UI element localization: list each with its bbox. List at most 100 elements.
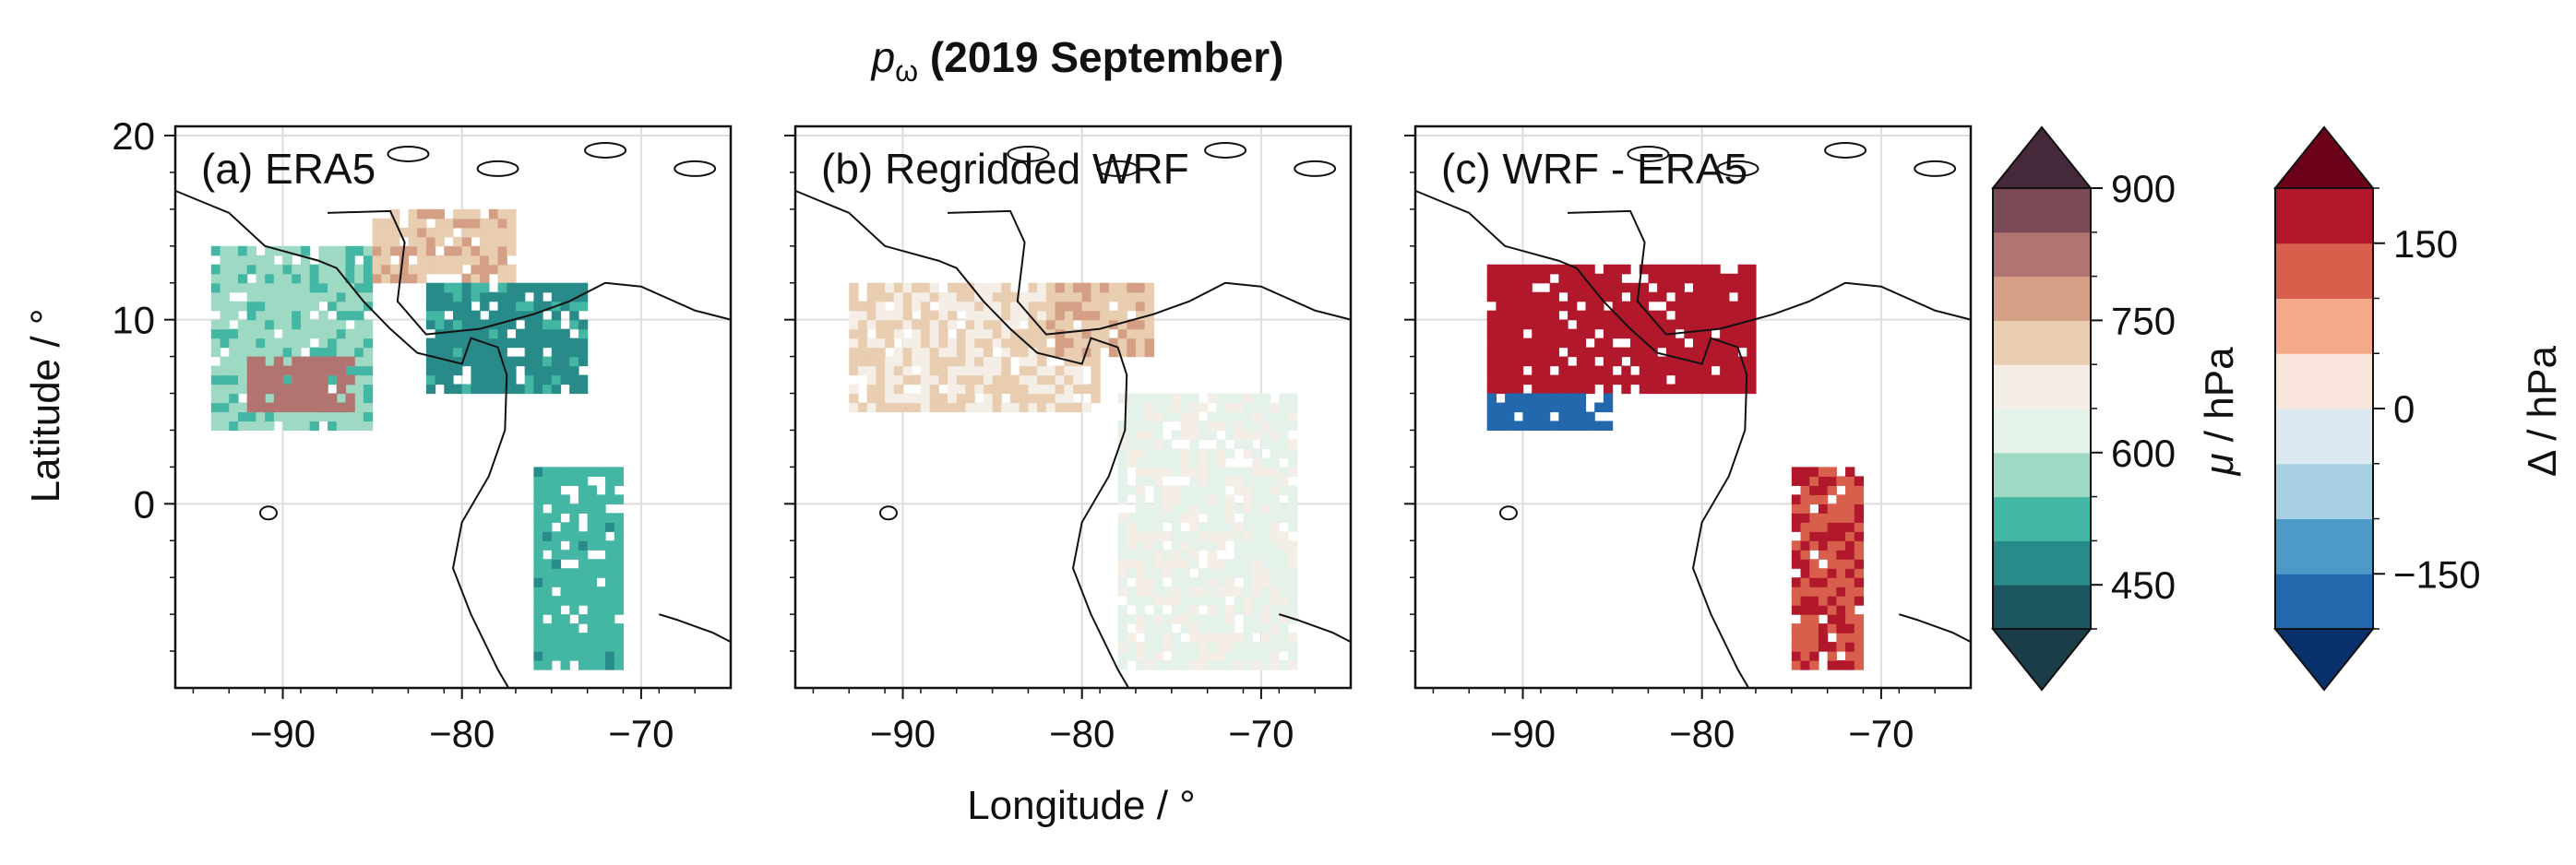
heat-cell bbox=[1505, 374, 1515, 385]
heat-cell bbox=[1693, 319, 1703, 330]
heat-cell bbox=[1055, 347, 1065, 358]
heat-cell bbox=[507, 384, 517, 395]
heat-cell bbox=[1505, 301, 1515, 312]
heat-cell bbox=[1505, 393, 1515, 404]
heat-cell bbox=[1854, 522, 1865, 532]
heat-cell bbox=[578, 504, 589, 514]
heat-cell bbox=[246, 421, 256, 432]
heat-cell bbox=[229, 264, 239, 275]
heat-cell bbox=[1558, 319, 1568, 330]
heat-cell bbox=[1127, 448, 1137, 459]
heat-cell bbox=[282, 245, 292, 256]
heat-cell bbox=[282, 411, 292, 422]
heat-cell bbox=[569, 291, 579, 302]
galapagos-islands bbox=[258, 505, 278, 521]
heat-cell bbox=[1270, 522, 1280, 532]
heat-cell bbox=[885, 310, 895, 321]
heat-cell bbox=[885, 291, 895, 302]
heat-cell bbox=[354, 384, 364, 395]
heat-cell bbox=[300, 393, 311, 404]
heat-cell bbox=[587, 485, 597, 495]
heat-cell bbox=[1260, 467, 1271, 477]
heat-cell bbox=[1260, 623, 1271, 634]
heat-cell bbox=[1037, 365, 1047, 376]
heat-cell bbox=[849, 310, 859, 321]
heat-cell bbox=[1809, 623, 1819, 634]
heat-cell bbox=[381, 273, 391, 284]
heat-cell bbox=[1585, 328, 1595, 339]
heat-cell bbox=[1827, 540, 1837, 551]
heat-cell bbox=[1496, 411, 1506, 422]
heat-cell bbox=[1612, 291, 1622, 302]
heat-cell bbox=[417, 245, 427, 256]
heat-cell bbox=[1737, 374, 1747, 385]
heat-cell bbox=[1603, 356, 1614, 367]
heat-cell bbox=[471, 218, 481, 229]
heat-cell bbox=[1252, 605, 1262, 615]
heat-cell bbox=[1486, 411, 1497, 422]
heat-cell bbox=[614, 623, 625, 634]
heat-cell bbox=[210, 393, 221, 404]
heat-cell bbox=[1252, 642, 1262, 652]
heat-cell bbox=[1216, 402, 1226, 413]
heat-cell bbox=[425, 227, 436, 238]
heat-cell bbox=[1665, 356, 1676, 367]
heat-cell bbox=[569, 347, 579, 358]
heat-cell bbox=[1171, 402, 1182, 413]
heat-cell bbox=[363, 356, 374, 367]
colorbar-tick-label: 900 bbox=[2111, 167, 2176, 210]
heat-cell bbox=[533, 605, 543, 615]
border-line bbox=[659, 613, 732, 643]
heat-cell bbox=[1144, 522, 1154, 532]
heat-cell bbox=[1568, 347, 1578, 358]
heat-cell bbox=[1010, 384, 1020, 395]
heat-cell bbox=[533, 614, 543, 624]
heat-cell bbox=[1532, 310, 1542, 321]
heat-cell bbox=[1153, 411, 1163, 422]
heat-cell bbox=[1153, 605, 1163, 615]
heat-cell bbox=[237, 384, 248, 395]
heat-cell bbox=[1180, 568, 1190, 578]
heat-cell bbox=[328, 411, 338, 422]
heat-cell bbox=[1576, 282, 1587, 293]
heat-cell bbox=[229, 411, 239, 422]
heat-cell bbox=[560, 550, 570, 560]
heat-cell bbox=[1180, 651, 1190, 661]
heat-cell bbox=[1225, 587, 1235, 597]
heat-cell bbox=[354, 356, 364, 367]
heat-cell bbox=[1144, 402, 1154, 413]
heat-cell bbox=[1019, 402, 1030, 413]
heat-cell bbox=[605, 614, 615, 624]
heat-cell bbox=[578, 485, 589, 495]
coastline-caribbean bbox=[328, 209, 732, 336]
heat-cell bbox=[1621, 347, 1631, 358]
heat-cell bbox=[1836, 660, 1846, 670]
heat-cell bbox=[551, 365, 562, 376]
heat-cell bbox=[893, 301, 904, 312]
heat-cell bbox=[1028, 347, 1038, 358]
heat-cell bbox=[948, 310, 958, 321]
heat-cell bbox=[1001, 310, 1011, 321]
heat-cell bbox=[1001, 356, 1011, 367]
heat-cell bbox=[1153, 430, 1163, 441]
heat-cell bbox=[1603, 374, 1614, 385]
heat-cell bbox=[444, 245, 454, 256]
heat-cell bbox=[965, 338, 975, 349]
heat-cell bbox=[1243, 531, 1253, 541]
island bbox=[1007, 145, 1050, 162]
heat-cell bbox=[596, 568, 606, 578]
heat-cell bbox=[1791, 651, 1802, 661]
heat-cell bbox=[948, 374, 958, 385]
heat-cell bbox=[533, 328, 543, 339]
heat-cell bbox=[1728, 301, 1739, 312]
heat-cell bbox=[524, 301, 534, 312]
heat-cell bbox=[1163, 559, 1173, 569]
heat-cell bbox=[938, 291, 948, 302]
heat-cell bbox=[246, 411, 256, 422]
heat-cell bbox=[1135, 430, 1146, 441]
heat-cell bbox=[220, 245, 230, 256]
heat-cell bbox=[1055, 365, 1065, 376]
heat-cell bbox=[1288, 605, 1298, 615]
heat-cell bbox=[237, 365, 248, 376]
heat-cell bbox=[974, 374, 984, 385]
